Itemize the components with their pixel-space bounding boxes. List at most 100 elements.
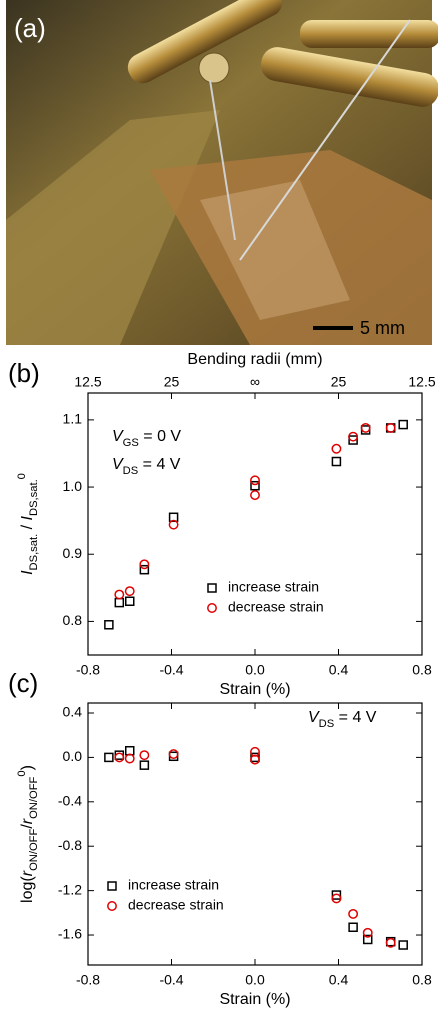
panel-label: (b)	[8, 358, 40, 388]
marker	[139, 760, 150, 770]
x-tick-label: 0.4	[329, 972, 349, 988]
text-part: ON/OFF	[28, 829, 40, 871]
x2-tick-label: 25	[164, 374, 180, 390]
text-part: GS	[123, 437, 139, 449]
marker	[104, 752, 114, 763]
text-part: ON/OFF	[28, 776, 40, 818]
chart: -0.8 -0.4 0.0 0.4 0.8 0.4 0.0 -0.4 -0.8 -1.2 -1.6 S…	[8, 668, 432, 1008]
x-tick-label: 0.0	[245, 662, 265, 678]
marker	[360, 422, 371, 433]
annotation: VGS = 0 V	[112, 428, 181, 449]
x2-axis-title: Bending radii (mm)	[187, 351, 322, 368]
text-part: = 4 V	[334, 709, 377, 726]
marker	[348, 922, 358, 933]
text-part: DS	[319, 718, 335, 730]
x-tick-label: 0.8	[412, 662, 432, 678]
marker	[398, 419, 408, 430]
text-part: I	[19, 570, 36, 575]
marker	[331, 443, 342, 454]
x-axis-title: Strain (%)	[219, 681, 290, 698]
marker	[385, 422, 396, 433]
marker	[385, 937, 396, 948]
y-tick-label: -0.4	[58, 793, 82, 809]
panel-label: (a)	[14, 13, 46, 43]
marker	[139, 559, 150, 570]
y-tick-label: -1.2	[58, 881, 82, 897]
legend-marker	[107, 901, 117, 911]
y-tick-label: -1.6	[58, 926, 82, 942]
text-part: DS,sat.	[28, 534, 40, 571]
text-part: DS,sat.	[28, 479, 40, 516]
text-part: DS	[123, 465, 139, 477]
marker	[114, 589, 125, 600]
marker	[114, 597, 125, 608]
legend-marker	[207, 603, 217, 613]
text-part: 0	[16, 770, 28, 776]
marker	[250, 490, 260, 501]
y-tick-label: 0.4	[63, 704, 83, 720]
text-part: log(	[19, 876, 36, 903]
marker	[362, 927, 373, 938]
marker	[250, 480, 260, 491]
photo: (a) 5 mm	[6, 0, 438, 345]
y-tick-label: 0.8	[63, 612, 83, 628]
marker	[168, 512, 179, 523]
marker	[250, 475, 260, 486]
legend-label: increase strain	[228, 579, 319, 595]
x-tick-label: -0.4	[159, 662, 183, 678]
plot-frame	[87, 702, 423, 966]
marker	[331, 893, 342, 904]
y-axis-title: log(rON/OFF/rON/OFF0)	[16, 765, 40, 903]
marker	[124, 753, 135, 764]
x-tick-label: 0.4	[329, 662, 349, 678]
annotation: VDS = 4 V	[112, 456, 181, 477]
marker	[168, 519, 179, 530]
x2-tick-label: 12.5	[74, 374, 101, 390]
legend-marker	[107, 881, 117, 891]
marker	[114, 752, 125, 763]
marker	[139, 564, 150, 575]
annotation: VDS = 4 V	[308, 709, 377, 730]
text-part: I	[19, 515, 36, 520]
x2-tick-label: 25	[331, 374, 347, 390]
text-part: r	[19, 818, 36, 824]
legend-label: increase strain	[128, 877, 219, 893]
panel-label: (c)	[8, 668, 38, 698]
marker	[348, 908, 359, 919]
text-part: )	[19, 765, 36, 770]
scale-bar-label: 5 mm	[360, 318, 405, 338]
legend-marker	[207, 583, 217, 593]
text-part: = 0 V	[139, 428, 182, 445]
text-part: /	[19, 824, 36, 829]
x-tick-label: -0.4	[159, 972, 183, 988]
y-axis-title: IDS,sat. / IDS,sat.0	[16, 473, 40, 575]
marker	[362, 934, 373, 945]
x-tick-label: 0.0	[245, 972, 265, 988]
marker	[104, 620, 114, 630]
chart: -0.8 -0.4 0.0 0.4 0.8 12.5 25 ∞ 25 12.5 Bending ra…	[8, 351, 436, 698]
marker	[250, 754, 260, 765]
marker	[331, 890, 342, 900]
x-axis-title: Strain (%)	[219, 991, 290, 1008]
text-part: = 4 V	[138, 456, 181, 473]
marker	[125, 596, 135, 607]
legend-label: decrease strain	[228, 599, 324, 615]
text-part: V	[112, 428, 124, 445]
marker	[331, 456, 342, 467]
text-part: r	[19, 870, 36, 876]
marker	[139, 750, 150, 761]
text-part: V	[112, 456, 124, 473]
marker	[398, 940, 408, 950]
x-tick-label: -0.8	[76, 662, 100, 678]
marker	[168, 749, 179, 760]
legend-label: decrease strain	[128, 897, 224, 913]
marker	[348, 435, 358, 445]
y-tick-label: 0.9	[63, 545, 83, 561]
x2-tick-label: ∞	[250, 374, 260, 390]
y-tick-label: 1.0	[63, 478, 83, 494]
marker	[124, 586, 135, 597]
x-tick-label: -0.8	[76, 972, 100, 988]
y-tick-label: -0.8	[58, 837, 82, 853]
marker	[125, 745, 135, 756]
